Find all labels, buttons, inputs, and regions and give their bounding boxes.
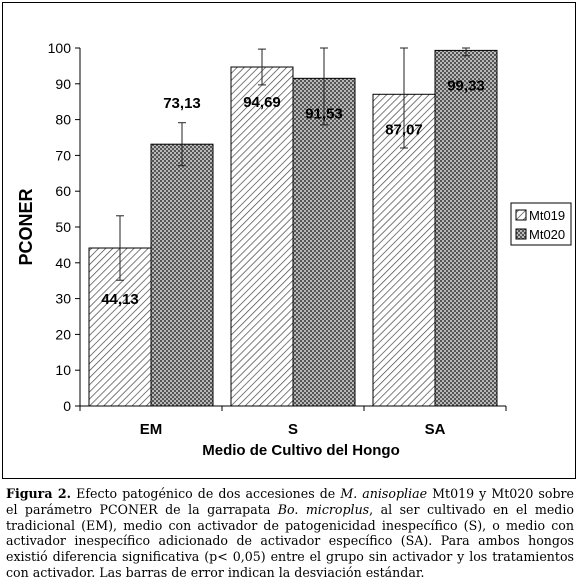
caption-species: M. anisopliae <box>340 486 428 501</box>
y-tick-label: 0 <box>63 398 71 414</box>
y-tick-label: 40 <box>55 255 71 271</box>
y-tick-label: 70 <box>55 147 71 163</box>
y-tick-label: 60 <box>55 183 71 199</box>
data-label: 73,13 <box>163 95 201 112</box>
data-label: 94,69 <box>243 94 281 111</box>
caption-text-3: , al ser cultivado en el medio tradicion… <box>6 501 574 580</box>
y-axis-label: PCONER <box>16 188 36 265</box>
y-tick-label: 100 <box>48 40 72 56</box>
legend-label: Mt020 <box>529 227 565 242</box>
y-tick-label: 80 <box>55 112 71 128</box>
data-label: 99,33 <box>447 77 485 94</box>
caption-tick-species: Bo. microplus <box>277 501 370 517</box>
data-label: 44,13 <box>101 291 139 308</box>
x-axis-label: Medio de Cultivo del Hongo <box>202 442 400 459</box>
y-tick-label: 20 <box>55 326 71 342</box>
bar-mt020-em <box>150 143 214 407</box>
x-tick-label: SA <box>425 421 446 438</box>
bar-mt020-s <box>292 77 356 407</box>
figure-caption: Figura 2. Efecto patogénico de dos acces… <box>6 486 574 581</box>
legend-swatch <box>515 209 527 221</box>
legend-label: Mt019 <box>529 208 565 223</box>
caption-label: Figura 2. <box>6 486 72 501</box>
bar-mt019-s <box>230 66 294 407</box>
y-tick-label: 50 <box>55 219 71 235</box>
x-tick-label: S <box>288 421 298 438</box>
caption-text-1: Efecto patogénico de dos accesiones de <box>71 486 341 501</box>
x-tick-label: EM <box>140 421 163 438</box>
bar-chart: 44,13 94,69 87,07 73,13 91,53 99,33 0 10 20 30 40… <box>16 40 572 459</box>
data-label: 91,53 <box>305 105 343 122</box>
y-tick-label: 30 <box>55 291 71 307</box>
caption-text-2: Mt019 y Mt020 sobre el parámetro PCONER … <box>6 486 574 517</box>
data-label: 87,07 <box>385 121 423 138</box>
y-tick-label: 10 <box>55 362 71 378</box>
bar-mt020-sa <box>434 49 498 407</box>
y-tick-label: 90 <box>55 76 71 92</box>
legend-swatch <box>515 228 527 240</box>
